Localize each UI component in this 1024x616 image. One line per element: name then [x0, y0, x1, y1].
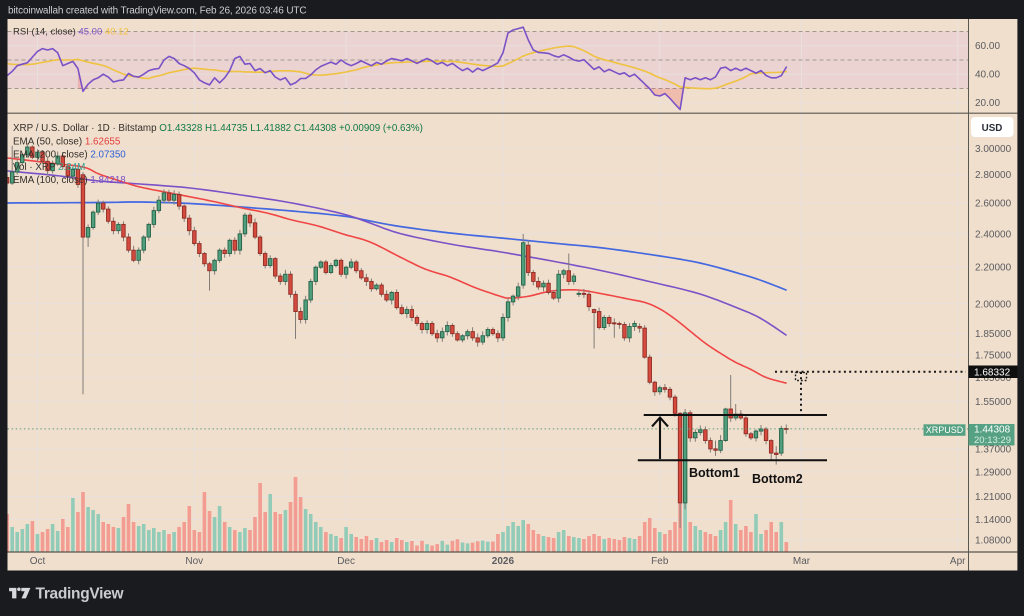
svg-text:1.75000: 1.75000: [975, 351, 1012, 362]
svg-text:Oct: Oct: [30, 556, 46, 567]
svg-text:2026: 2026: [492, 556, 515, 567]
svg-text:Bottom1: Bottom1: [689, 466, 740, 480]
svg-text:1.14000: 1.14000: [975, 515, 1012, 526]
svg-text:Bottom2: Bottom2: [752, 472, 803, 486]
svg-text:1.65000: 1.65000: [975, 373, 1012, 384]
svg-text:1.08000: 1.08000: [975, 536, 1012, 547]
svg-text:1.85000: 1.85000: [975, 329, 1012, 340]
svg-text:XRP / U.S. Dollar · 1D · Bitst: XRP / U.S. Dollar · 1D · Bitstamp O1.433…: [13, 123, 423, 134]
svg-text:Nov: Nov: [185, 556, 203, 567]
svg-text:EMA (200, close) 2.07350: EMA (200, close) 2.07350: [13, 150, 126, 161]
svg-text:2.00000: 2.00000: [975, 299, 1012, 310]
svg-text:1.37000: 1.37000: [975, 444, 1012, 455]
svg-text:2.60000: 2.60000: [975, 199, 1012, 210]
svg-text:XRPUSD: XRPUSD: [926, 425, 964, 435]
svg-text:bitcoinwallah created with Tra: bitcoinwallah created with TradingView.c…: [8, 6, 306, 17]
svg-text:1.55000: 1.55000: [975, 397, 1012, 408]
svg-text:USD: USD: [982, 123, 1003, 134]
svg-text:TradingView: TradingView: [36, 586, 125, 603]
svg-text:2.20000: 2.20000: [975, 263, 1012, 274]
svg-text:2.80000: 2.80000: [975, 170, 1012, 181]
svg-text:60.00: 60.00: [975, 41, 1000, 52]
svg-text:3.00000: 3.00000: [975, 144, 1012, 155]
svg-text:1.29000: 1.29000: [975, 467, 1012, 478]
svg-text:Apr: Apr: [950, 556, 966, 567]
svg-text:20.00: 20.00: [975, 98, 1000, 109]
svg-text:1.21000: 1.21000: [975, 492, 1012, 503]
svg-text:1.68332: 1.68332: [974, 368, 1011, 379]
svg-text:EMA (100, close) 1.84218: EMA (100, close) 1.84218: [13, 175, 126, 186]
svg-text:RSI (14, close) 45.00 40.12: RSI (14, close) 45.00 40.12: [13, 27, 129, 38]
svg-text:EMA (50, close) 1.62655: EMA (50, close) 1.62655: [13, 137, 121, 148]
svg-text:40.00: 40.00: [975, 70, 1000, 81]
svg-text:Dec: Dec: [337, 556, 355, 567]
svg-text:Feb: Feb: [651, 556, 669, 567]
svg-text:Vol · XRP 2.84M: Vol · XRP 2.84M: [13, 162, 85, 173]
svg-text:Mar: Mar: [793, 556, 811, 567]
svg-text:1.44308: 1.44308: [974, 425, 1011, 436]
svg-text:20:13:29: 20:13:29: [974, 435, 1011, 446]
svg-text:2.40000: 2.40000: [975, 229, 1012, 240]
